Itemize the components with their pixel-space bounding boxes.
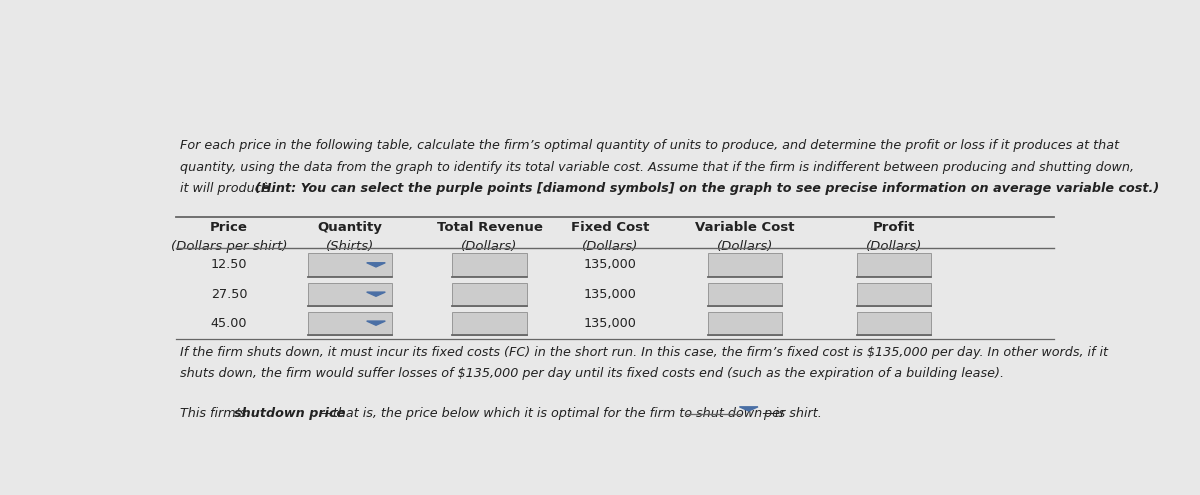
Text: If the firm shuts down, it must incur its fixed costs (FC) in the short run. In : If the firm shuts down, it must incur it… <box>180 346 1108 359</box>
Bar <box>857 312 931 335</box>
Text: (Hint: You can select the purple points [diamond symbols] on the graph to see pr: (Hint: You can select the purple points … <box>256 182 1159 195</box>
Polygon shape <box>367 321 385 325</box>
Text: For each price in the following table, calculate the firm’s optimal quantity of : For each price in the following table, c… <box>180 140 1118 152</box>
Text: shuts down, the firm would suffer losses of $135,000 per day until its fixed cos: shuts down, the firm would suffer losses… <box>180 367 1003 380</box>
Text: This firm’s: This firm’s <box>180 407 250 420</box>
Bar <box>708 253 782 276</box>
Text: Profit: Profit <box>872 221 916 234</box>
Text: Variable Cost: Variable Cost <box>696 221 794 234</box>
Bar <box>308 312 392 335</box>
Text: (Dollars): (Dollars) <box>461 240 517 253</box>
Text: 27.50: 27.50 <box>211 288 247 300</box>
Bar <box>708 312 782 335</box>
Bar <box>708 283 782 305</box>
Text: Price: Price <box>210 221 248 234</box>
Text: Fixed Cost: Fixed Cost <box>571 221 649 234</box>
Text: (Dollars per shirt): (Dollars per shirt) <box>170 240 287 253</box>
Bar <box>452 312 527 335</box>
Bar <box>857 283 931 305</box>
Bar <box>857 253 931 276</box>
Text: (Dollars): (Dollars) <box>866 240 922 253</box>
Text: 135,000: 135,000 <box>584 288 637 300</box>
Bar <box>308 283 392 305</box>
Text: 135,000: 135,000 <box>584 317 637 330</box>
Text: per shirt.: per shirt. <box>760 407 822 420</box>
Text: 135,000: 135,000 <box>584 258 637 271</box>
Text: 12.50: 12.50 <box>211 258 247 271</box>
Text: (Dollars): (Dollars) <box>582 240 638 253</box>
Text: quantity, using the data from the graph to identify its total variable cost. Ass: quantity, using the data from the graph … <box>180 161 1134 174</box>
Bar <box>452 283 527 305</box>
Bar <box>308 253 392 276</box>
Polygon shape <box>367 263 385 267</box>
Text: shutdown price: shutdown price <box>234 407 346 420</box>
Text: (Dollars): (Dollars) <box>718 240 773 253</box>
Polygon shape <box>367 292 385 297</box>
Polygon shape <box>739 407 758 411</box>
Text: —that is, the price below which it is optimal for the firm to shut down—is: —that is, the price below which it is op… <box>320 407 786 420</box>
Text: Total Revenue: Total Revenue <box>437 221 542 234</box>
Text: Quantity: Quantity <box>318 221 383 234</box>
Bar <box>452 253 527 276</box>
Text: 45.00: 45.00 <box>211 317 247 330</box>
Text: (Shirts): (Shirts) <box>326 240 374 253</box>
Text: it will producè.: it will producè. <box>180 182 277 195</box>
